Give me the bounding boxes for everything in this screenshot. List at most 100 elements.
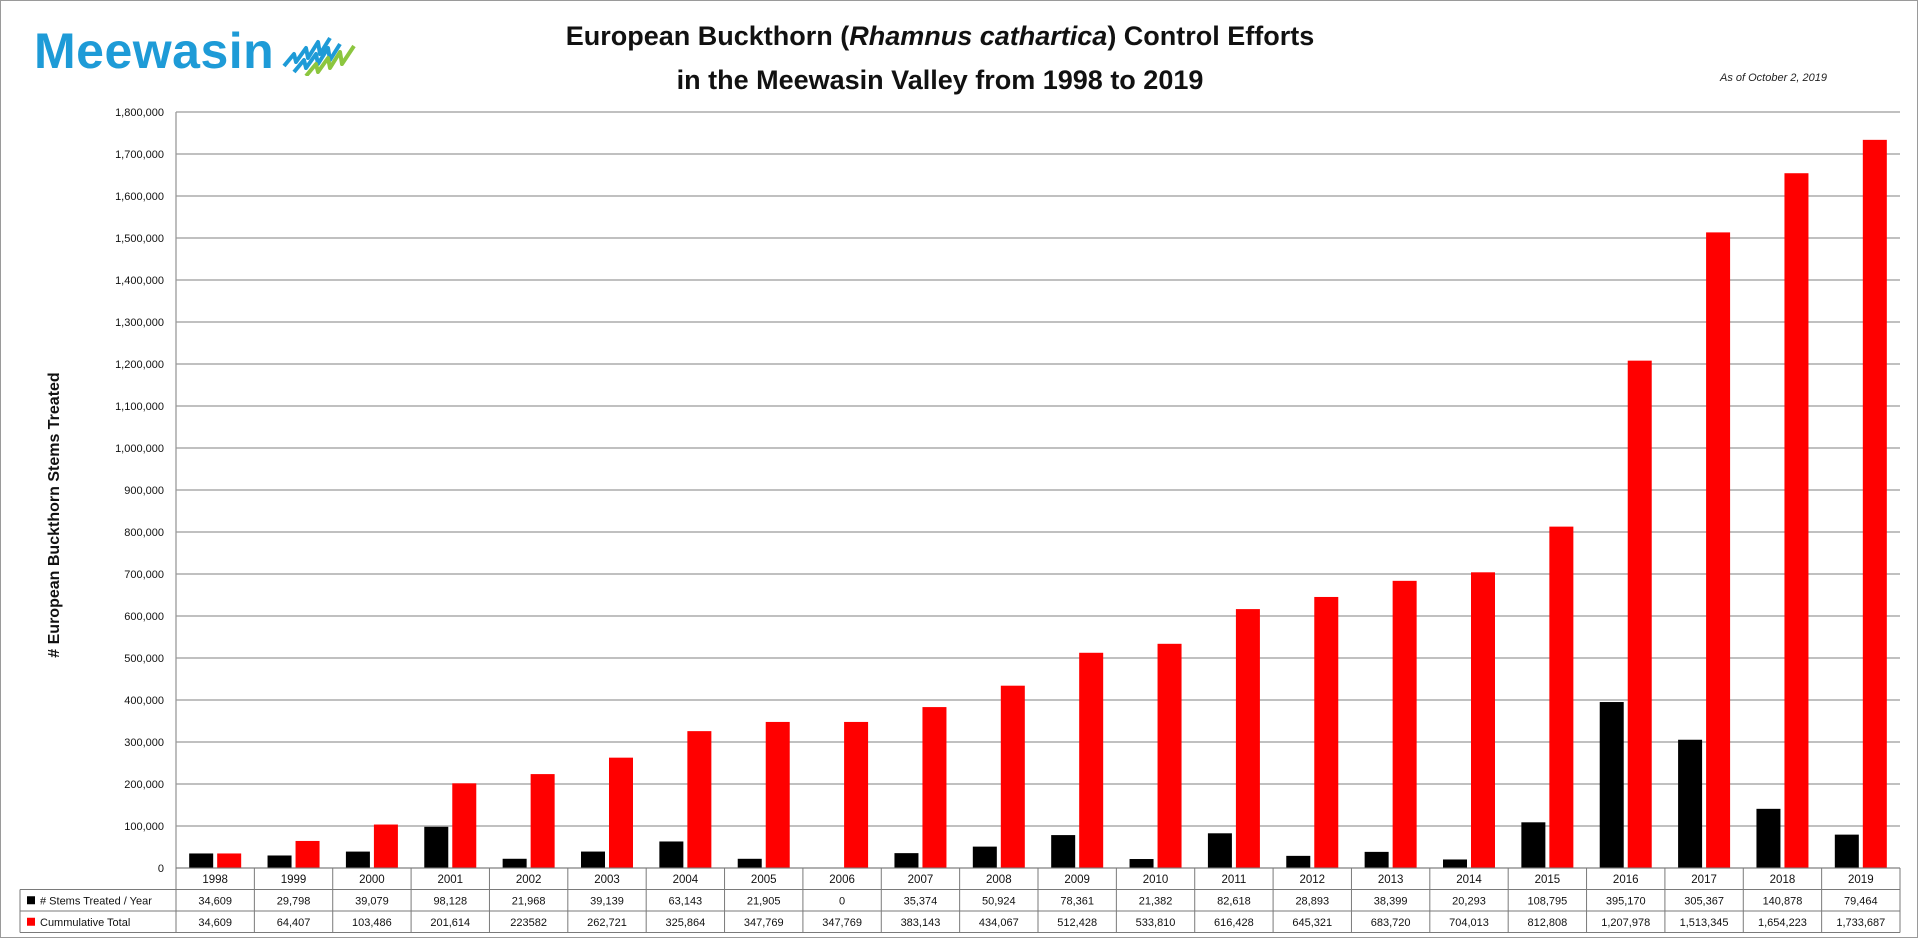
bar-cumulative-total xyxy=(1784,173,1809,869)
data-label: 103,486 xyxy=(352,917,392,929)
data-label: 140,878 xyxy=(1763,895,1803,907)
y-tick-label: 1,200,000 xyxy=(115,359,164,371)
data-label: 39,139 xyxy=(590,895,624,907)
bar-cumulative-total xyxy=(609,757,633,868)
data-label: 29,798 xyxy=(277,895,311,907)
y-tick-label: 900,000 xyxy=(124,485,164,497)
bar-stems-per-year xyxy=(1207,833,1232,868)
bar-stems-per-year xyxy=(1521,822,1546,868)
bar-stems-per-year xyxy=(581,851,605,868)
bar-cumulative-total xyxy=(922,707,947,868)
bar-stems-per-year xyxy=(659,841,684,868)
data-label: 1,207,978 xyxy=(1601,917,1650,929)
x-tick-label: 2000 xyxy=(359,874,385,886)
bar-stems-per-year xyxy=(1834,834,1859,868)
data-label: 1,733,687 xyxy=(1836,917,1885,929)
data-label: 812,808 xyxy=(1527,917,1567,929)
as-of-note: As of October 2, 2019 xyxy=(1720,72,1828,84)
y-tick-label: 300,000 xyxy=(124,737,164,749)
y-tick-label: 100,000 xyxy=(124,821,164,833)
x-tick-label: 2002 xyxy=(516,874,542,886)
data-label: 1,654,223 xyxy=(1758,917,1807,929)
bar-stems-per-year xyxy=(1364,851,1389,868)
bar-stems-per-year xyxy=(894,853,919,868)
bar-cumulative-total xyxy=(217,853,242,868)
bar-cumulative-total xyxy=(295,840,320,868)
y-tick-label: 1,000,000 xyxy=(115,443,164,455)
bar-stems-per-year xyxy=(345,851,370,868)
bar-stems-per-year xyxy=(1129,859,1154,868)
bar-stems-per-year xyxy=(1756,808,1781,868)
bar-cumulative-total xyxy=(530,774,555,868)
bar-cumulative-total xyxy=(1549,526,1574,868)
data-label: 34,609 xyxy=(198,917,232,929)
data-label: 704,013 xyxy=(1449,917,1489,929)
data-label: 78,361 xyxy=(1060,895,1094,907)
bar-stems-per-year xyxy=(1443,859,1467,868)
data-label: 305,367 xyxy=(1684,895,1724,907)
y-tick-label: 500,000 xyxy=(124,653,164,665)
x-tick-label: 2012 xyxy=(1299,874,1325,886)
data-label: 63,143 xyxy=(669,895,703,907)
data-label: 1,513,345 xyxy=(1680,917,1729,929)
data-label: 0 xyxy=(839,895,845,907)
x-tick-label: 2009 xyxy=(1064,874,1090,886)
y-tick-label: 1,800,000 xyxy=(115,107,164,119)
data-label: 28,893 xyxy=(1295,895,1329,907)
legend-label: Cummulative Total xyxy=(40,917,130,929)
chart-title-line-1: European Buckthorn (Rhamnus cathartica) … xyxy=(565,21,1315,51)
bar-stems-per-year xyxy=(1051,835,1076,868)
bar-cumulative-total xyxy=(1157,643,1182,868)
bar-cumulative-total xyxy=(1862,139,1887,869)
x-tick-label: 2005 xyxy=(751,874,777,886)
legend-swatch xyxy=(27,896,35,905)
data-label: 21,382 xyxy=(1139,895,1173,907)
data-table: 1998 1999 2000 2001 2002 2003 2004 2005 2006 2007… xyxy=(19,867,1901,933)
data-label: 21,905 xyxy=(747,895,781,907)
bar-stems-per-year xyxy=(737,858,762,868)
x-tick-label: 1998 xyxy=(202,874,228,886)
bars xyxy=(189,139,1887,869)
x-tick-label: 2019 xyxy=(1848,874,1874,886)
data-label: 325,864 xyxy=(665,917,705,929)
x-tick-label: 2001 xyxy=(437,874,463,886)
bar-stems-per-year xyxy=(972,846,997,868)
data-label: 79,464 xyxy=(1844,895,1878,907)
bar-cumulative-total xyxy=(844,721,869,868)
data-label: 108,795 xyxy=(1527,895,1567,907)
legend-label: # Stems Treated / Year xyxy=(40,895,152,907)
data-label: 616,428 xyxy=(1214,917,1254,929)
y-tick-label: 0 xyxy=(158,863,164,875)
data-label: 38,399 xyxy=(1374,895,1408,907)
x-tick-label: 2008 xyxy=(986,874,1012,886)
bar-cumulative-total xyxy=(1471,572,1495,868)
logo-wave-icon xyxy=(282,36,356,76)
x-tick-label: 2006 xyxy=(829,874,855,886)
bar-cumulative-total xyxy=(1314,596,1339,868)
bar-cumulative-total xyxy=(1000,685,1025,868)
bar-stems-per-year xyxy=(424,826,449,868)
data-label: 683,720 xyxy=(1371,917,1411,929)
y-tick-labels: 0 100,000 200,000 300,000 400,000 500,000 600,… xyxy=(115,107,164,875)
data-label: 50,924 xyxy=(982,895,1016,907)
chart-title: European Buckthorn (Rhamnus cathartica) … xyxy=(500,14,1380,102)
y-tick-label: 1,700,000 xyxy=(115,149,164,161)
data-label: 645,321 xyxy=(1292,917,1332,929)
data-label: 82,618 xyxy=(1217,895,1251,907)
bar-stems-per-year xyxy=(189,853,214,868)
bar-cumulative-total xyxy=(765,721,790,868)
logo-text: Meewasin xyxy=(34,23,275,79)
y-tick-label: 1,500,000 xyxy=(115,233,164,245)
bar-cumulative-total xyxy=(1235,609,1260,868)
x-tick-label: 2010 xyxy=(1143,874,1169,886)
data-label: 34,609 xyxy=(198,895,232,907)
bar-cumulative-total xyxy=(1392,580,1417,868)
y-tick-label: 800,000 xyxy=(124,527,164,539)
y-tick-label: 1,400,000 xyxy=(115,275,164,287)
y-tick-label: 1,100,000 xyxy=(115,401,164,413)
data-label: 533,810 xyxy=(1136,917,1176,929)
data-label: 223582 xyxy=(510,917,547,929)
bar-stems-per-year xyxy=(1599,702,1624,868)
data-label: 434,067 xyxy=(979,917,1019,929)
